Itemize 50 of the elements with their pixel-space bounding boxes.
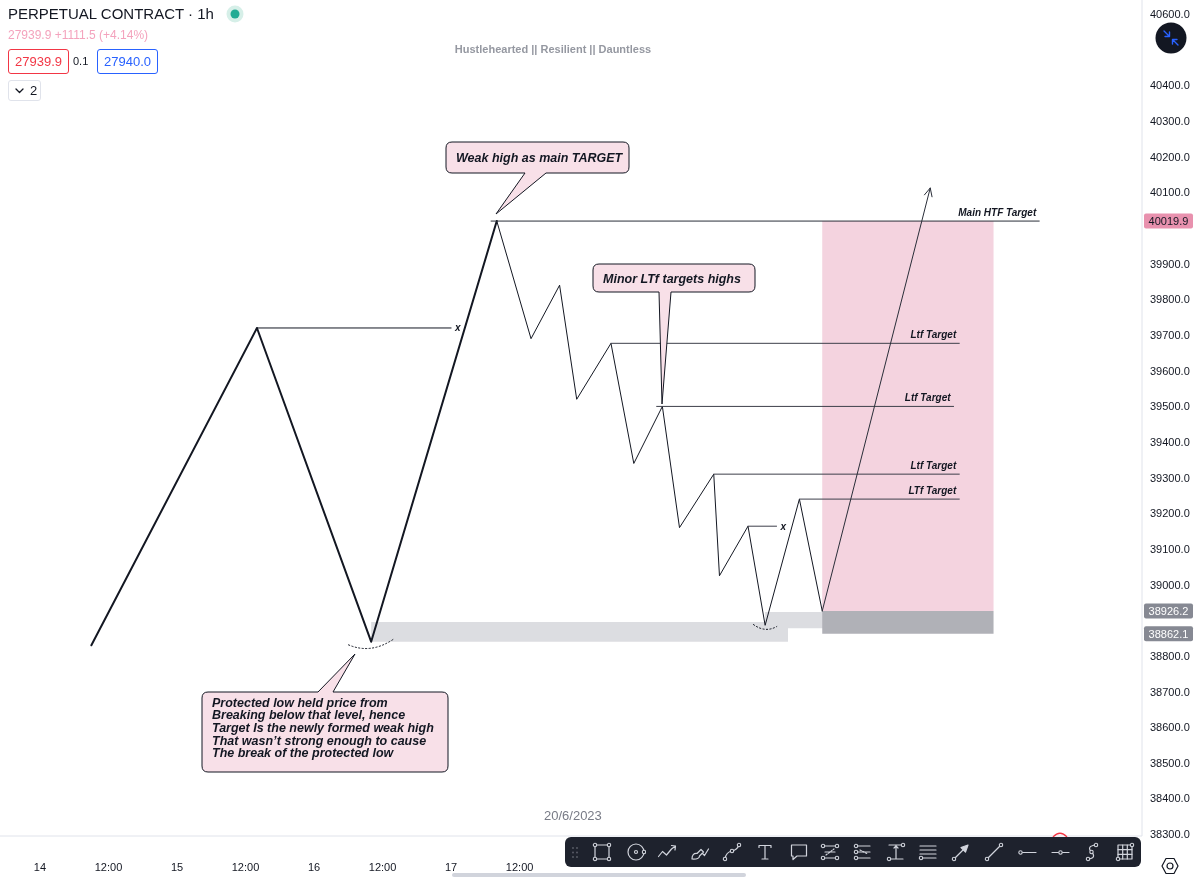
text: Hustlehearted || Resilient || Dauntless bbox=[454, 42, 652, 56]
chart-title: PERPETUAL CONTRACT · 1h bbox=[8, 5, 214, 23]
x-tick-label: 12:00 bbox=[231, 860, 260, 873]
y-tick-label: 40600.0 bbox=[1150, 8, 1190, 21]
x-tick-label: 12:00 bbox=[94, 860, 123, 873]
x-tick-label: 16 bbox=[307, 860, 321, 873]
y-tick-label: 38300.0 bbox=[1150, 828, 1190, 841]
y-tick-label: 39000.0 bbox=[1150, 578, 1190, 591]
y-tick-label: 39500.0 bbox=[1150, 400, 1190, 413]
y-tick-label: 39300.0 bbox=[1150, 471, 1190, 484]
x-tick-label: 12:00 bbox=[505, 860, 534, 873]
x-tick-label: 17 bbox=[444, 860, 458, 873]
annotation: Ltf Target bbox=[910, 460, 957, 472]
annotation: Ltf Target bbox=[910, 329, 957, 341]
x-tick-label: 15 bbox=[170, 860, 184, 873]
y-tick-label: 40300.0 bbox=[1150, 115, 1190, 128]
x-tick-label: 14 bbox=[33, 860, 47, 873]
y-tick-label: 38800.0 bbox=[1150, 649, 1190, 662]
annotation: 2 bbox=[30, 83, 38, 98]
annotation: 27939.9 bbox=[8, 49, 69, 74]
annotation: Ltf Target bbox=[904, 392, 952, 404]
y-tick-label: 39100.0 bbox=[1150, 542, 1190, 555]
y-tick-label: 39900.0 bbox=[1150, 257, 1190, 270]
y-tick-label: 38700.0 bbox=[1150, 685, 1190, 698]
y-tick-label: 40400.0 bbox=[1150, 79, 1190, 92]
y-tick-label: 39800.0 bbox=[1150, 293, 1190, 306]
y-tick-label: 39400.0 bbox=[1150, 435, 1190, 448]
annotation: 27939.9 +1111.5 (+4.14%) bbox=[8, 28, 149, 43]
y-tick-label: 39700.0 bbox=[1150, 329, 1190, 342]
y-tick-label: 40200.0 bbox=[1150, 150, 1190, 163]
y-tick-label: 39600.0 bbox=[1150, 364, 1190, 377]
annotation: x bbox=[454, 322, 462, 334]
annotation: Weak high as main TARGET bbox=[456, 151, 624, 165]
annotation: LTf Target bbox=[908, 485, 957, 497]
annotation: Main HTF Target bbox=[958, 207, 1037, 219]
x-tick-label: 12:00 bbox=[368, 860, 397, 873]
annotation: Protected low held price from Breaking below that level, hence Target Is the newly formed weak high That wasn’t strong enough to cause The break of the protected low bbox=[212, 695, 435, 761]
text: 40019.9 bbox=[1148, 215, 1189, 228]
text: 38926.2 bbox=[1148, 604, 1189, 617]
annotation: 27940.0 bbox=[97, 49, 158, 74]
y-tick-label: 40100.0 bbox=[1150, 186, 1190, 199]
y-tick-label: 38600.0 bbox=[1150, 721, 1190, 734]
y-tick-label: 38400.0 bbox=[1150, 792, 1190, 805]
y-tick-label: 39200.0 bbox=[1150, 507, 1190, 520]
annotation: Minor LTf targets highs bbox=[603, 271, 742, 286]
text: 38862.1 bbox=[1148, 627, 1189, 640]
y-tick-label: 38500.0 bbox=[1150, 756, 1190, 769]
annotation: x bbox=[779, 520, 787, 532]
annotation: 20/6/2023 bbox=[544, 808, 602, 824]
annotation: 0.1 bbox=[73, 55, 89, 69]
